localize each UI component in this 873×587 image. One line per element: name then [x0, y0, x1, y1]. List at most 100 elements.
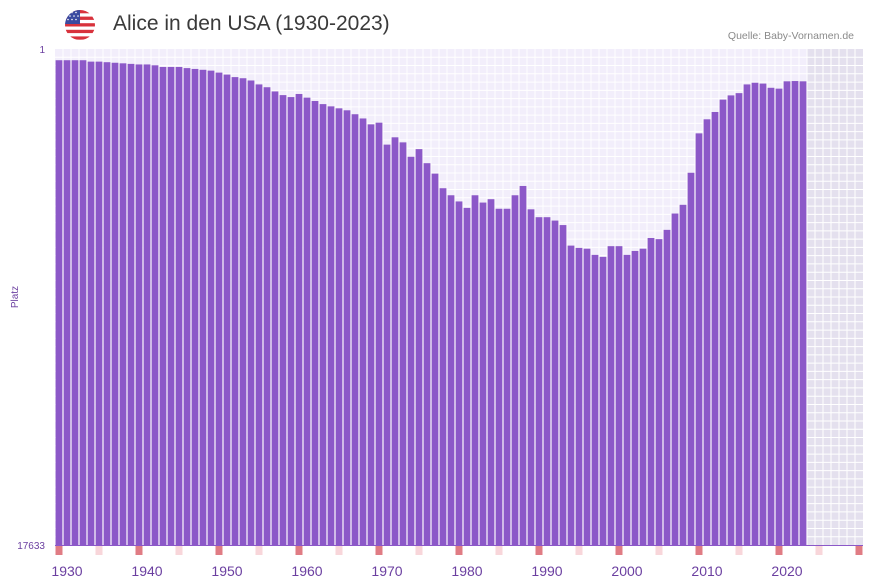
x-tick-label-1930: 1930	[51, 563, 82, 579]
bar-1931	[71, 60, 79, 546]
bar-1949	[215, 72, 223, 546]
x-tick-label-1950: 1950	[211, 563, 242, 579]
bar-1943	[167, 66, 175, 546]
bar-1965	[343, 110, 351, 546]
bar-1978	[447, 195, 455, 546]
bar-1984	[495, 208, 503, 545]
bar-1974	[415, 149, 423, 545]
bar-1985	[503, 208, 511, 545]
bar-1946	[191, 68, 199, 546]
bar-1961	[311, 101, 319, 545]
x-tick-label-1960: 1960	[291, 563, 322, 579]
bar-2006	[671, 213, 679, 545]
year-marker-1969	[375, 546, 383, 555]
bar-1953	[247, 80, 255, 546]
bar-2000	[623, 254, 631, 546]
bar-2015	[743, 84, 751, 546]
year-marker-2029	[855, 546, 863, 555]
bar-1973	[407, 156, 415, 545]
bar-series	[55, 60, 807, 546]
bar-1934	[95, 61, 103, 545]
bar-1977	[439, 188, 447, 545]
bar-1954	[255, 84, 263, 546]
year-marker-2014	[735, 546, 743, 555]
year-marker-1999	[615, 546, 623, 555]
bar-1987	[519, 185, 527, 545]
bar-1992	[559, 225, 567, 545]
year-marker-1949	[215, 546, 223, 555]
us-flag-icon	[65, 10, 95, 40]
year-marker-2009	[695, 546, 703, 555]
x-axis-ticks: 1930 1940 1950 1960 1970 1980 1990 2000 2010 2020	[51, 563, 802, 579]
bar-1957	[279, 95, 287, 545]
year-markers	[55, 546, 863, 555]
bar-1969	[375, 122, 383, 545]
bar-1956	[271, 91, 279, 545]
bar-1955	[263, 87, 271, 545]
chart-title: Alice in den USA (1930-2023)	[113, 12, 390, 35]
year-marker-1934	[95, 546, 103, 555]
bar-1982	[479, 202, 487, 545]
bar-2019	[775, 88, 783, 546]
y-tick-label-bottom: 17633	[17, 541, 45, 552]
bar-2022	[799, 81, 807, 545]
bar-1947	[199, 69, 207, 545]
bar-2003	[647, 238, 655, 545]
x-tick-label-1940: 1940	[131, 563, 162, 579]
bar-1932	[79, 60, 87, 546]
bar-1996	[591, 254, 599, 546]
bar-2021	[791, 81, 799, 545]
bar-1980	[463, 207, 471, 545]
bar-1966	[351, 114, 359, 546]
bar-1959	[295, 93, 303, 545]
y-axis-label: Platz	[10, 286, 21, 308]
bar-2012	[719, 99, 727, 545]
bar-1994	[575, 247, 583, 545]
bar-2018	[767, 87, 775, 545]
bar-1968	[367, 124, 375, 546]
bar-1942	[159, 66, 167, 546]
bar-2014	[735, 93, 743, 545]
year-marker-1964	[335, 546, 343, 555]
x-tick-label-1970: 1970	[371, 563, 402, 579]
bar-2001	[631, 250, 639, 546]
bar-1944	[175, 66, 183, 546]
bar-1951	[231, 77, 239, 545]
bar-1941	[151, 65, 159, 545]
bar-1970	[383, 144, 391, 545]
bar-2017	[759, 83, 767, 545]
bar-1971	[391, 137, 399, 545]
bar-1981	[471, 195, 479, 546]
year-marker-1984	[495, 546, 503, 555]
bar-1960	[303, 97, 311, 545]
year-marker-2004	[655, 546, 663, 555]
year-marker-1959	[295, 546, 303, 555]
x-tick-label-1980: 1980	[451, 563, 482, 579]
bar-2020	[783, 81, 791, 545]
bar-2004	[655, 239, 663, 546]
year-marker-1994	[575, 546, 583, 555]
x-tick-label-1990: 1990	[531, 563, 562, 579]
bar-2005	[663, 229, 671, 545]
bar-1952	[239, 78, 247, 545]
bar-2008	[687, 172, 695, 545]
year-marker-1974	[415, 546, 423, 555]
bar-2002	[639, 248, 647, 545]
bar-2013	[727, 95, 735, 545]
bar-1964	[335, 108, 343, 546]
bar-1962	[319, 104, 327, 546]
x-tick-label-2000: 2000	[611, 563, 642, 579]
bar-2011	[711, 111, 719, 546]
bar-2016	[751, 82, 759, 546]
bar-1999	[615, 246, 623, 545]
bar-1950	[223, 74, 231, 546]
bar-1930	[63, 60, 71, 546]
bar-1963	[327, 106, 335, 546]
bar-1933	[87, 61, 95, 545]
bar-1989	[535, 217, 543, 545]
x-tick-label-2020: 2020	[771, 563, 802, 579]
bar-1998	[607, 246, 615, 545]
year-marker-1979	[455, 546, 463, 555]
bar-1936	[111, 62, 119, 546]
